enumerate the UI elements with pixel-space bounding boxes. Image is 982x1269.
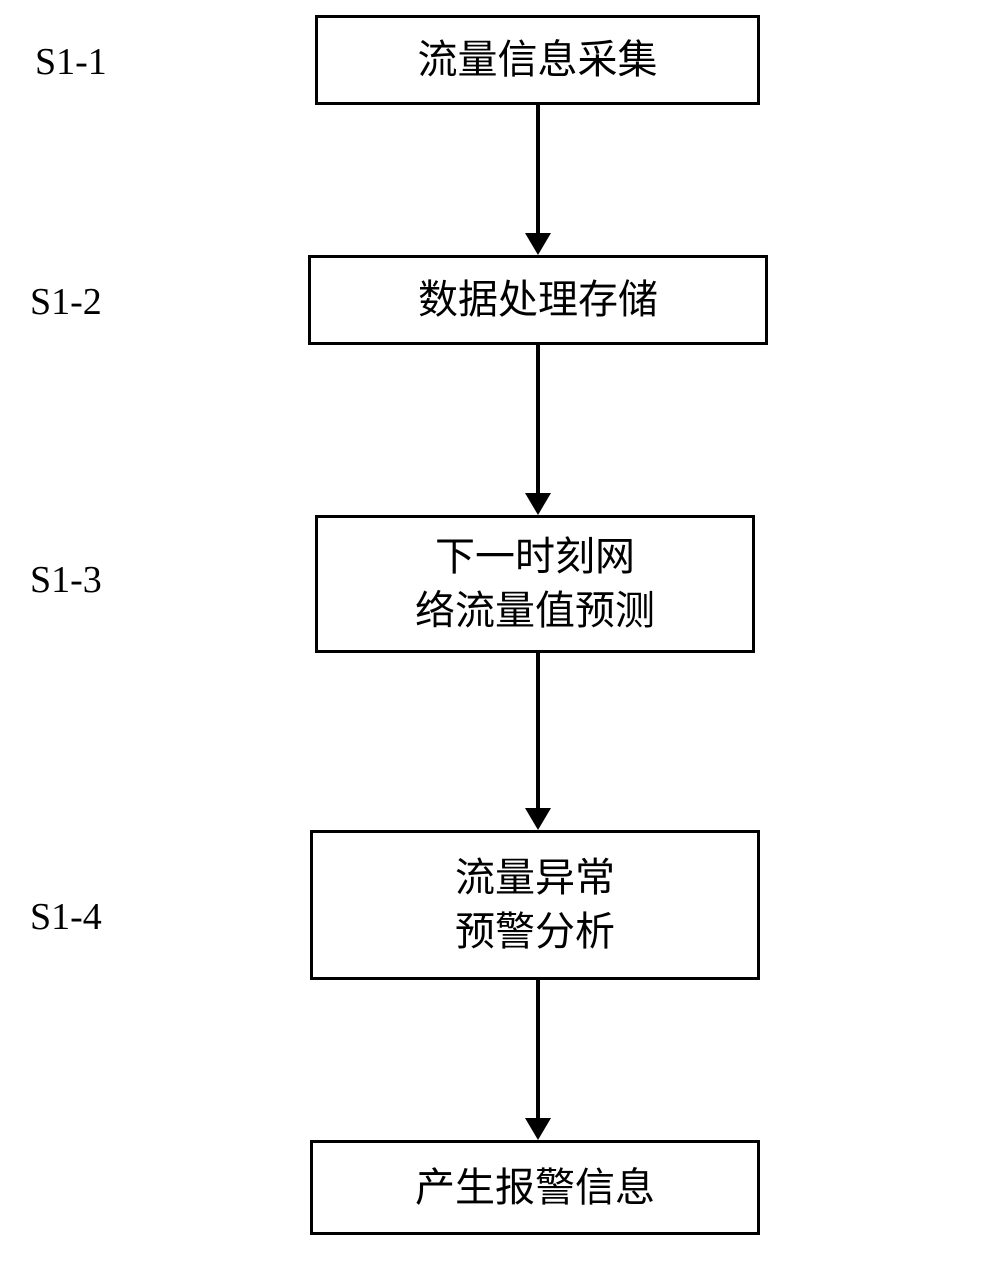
flow-box-5: 产生报警信息 bbox=[310, 1140, 760, 1235]
arrow-4-line bbox=[536, 980, 540, 1118]
flow-box-3: 下一时刻网 络流量值预测 bbox=[315, 515, 755, 653]
step-label-4: S1-4 bbox=[30, 895, 102, 939]
arrow-1-head bbox=[525, 233, 551, 255]
arrow-4-head bbox=[525, 1118, 551, 1140]
flow-box-3-text: 下一时刻网 络流量值预测 bbox=[415, 530, 655, 638]
flow-box-4-text: 流量异常 预警分析 bbox=[455, 851, 615, 959]
flow-box-5-text: 产生报警信息 bbox=[415, 1161, 655, 1215]
flow-box-2-text: 数据处理存储 bbox=[418, 273, 658, 327]
arrow-3-line bbox=[536, 653, 540, 808]
arrow-3-head bbox=[525, 808, 551, 830]
flowchart-container: S1-1 流量信息采集 S1-2 数据处理存储 S1-3 下一时刻网 络流量值预… bbox=[0, 0, 982, 1269]
step-label-3: S1-3 bbox=[30, 558, 102, 602]
step-label-1: S1-1 bbox=[35, 40, 107, 84]
arrow-2-line bbox=[536, 345, 540, 493]
flow-box-2: 数据处理存储 bbox=[308, 255, 768, 345]
arrow-1-line bbox=[536, 105, 540, 233]
flow-box-1-text: 流量信息采集 bbox=[418, 33, 658, 87]
flow-box-4: 流量异常 预警分析 bbox=[310, 830, 760, 980]
arrow-2-head bbox=[525, 493, 551, 515]
step-label-2: S1-2 bbox=[30, 280, 102, 324]
flow-box-1: 流量信息采集 bbox=[315, 15, 760, 105]
